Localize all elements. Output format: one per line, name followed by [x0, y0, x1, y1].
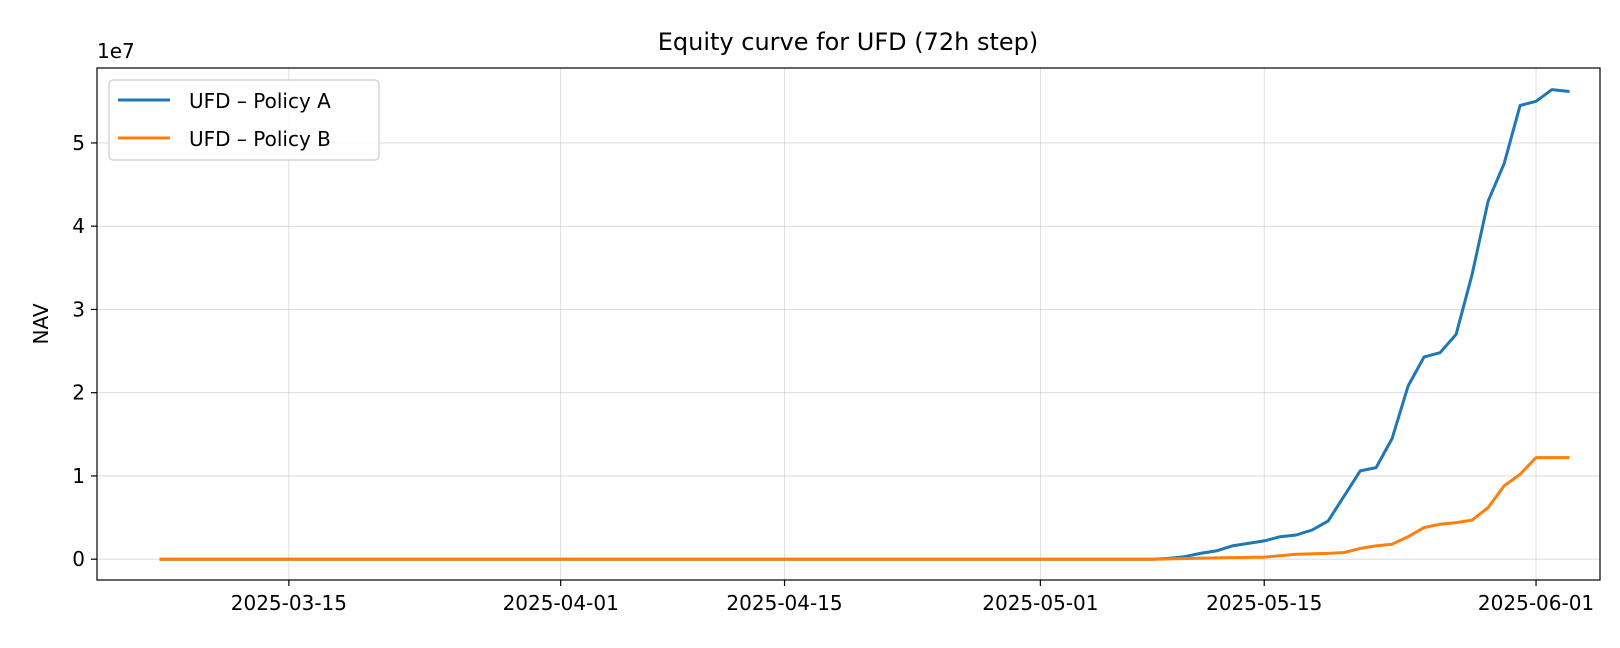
legend-box [108, 79, 380, 161]
x-tick-label: 2025-06-01 [1478, 591, 1594, 615]
plot-frame [96, 67, 1601, 581]
x-tick-label: 2025-03-15 [231, 591, 347, 615]
x-tick-label: 2025-05-01 [982, 591, 1098, 615]
series-line-policy-b [159, 456, 1570, 561]
x-tick-label: 2025-05-15 [1206, 591, 1322, 615]
legend-label-policy-b: UFD – Policy B [189, 127, 331, 151]
y-tick-label: 3 [72, 297, 85, 321]
y-axis-offset-text: 1e7 [97, 39, 135, 63]
chart-title: Equity curve for UFD (72h step) [658, 28, 1039, 56]
y-tick-label: 5 [72, 131, 85, 155]
legend-label-policy-a: UFD – Policy A [189, 89, 331, 113]
y-tick-label: 2 [72, 381, 85, 405]
y-axis-ticks: 0 1 2 3 4 5 [72, 131, 97, 571]
x-axis-ticks: 2025-03-15 2025-04-01 2025-04-15 2025-05-01… [231, 580, 1594, 615]
series-lines [159, 88, 1570, 561]
y-tick-label: 0 [72, 547, 85, 571]
grid-lines [97, 68, 1600, 580]
x-tick-label: 2025-04-01 [503, 591, 619, 615]
legend: UFD – Policy A UFD – Policy B [108, 79, 380, 161]
y-tick-label: 4 [72, 214, 85, 238]
x-tick-label: 2025-04-15 [726, 591, 842, 615]
series-line-policy-a [159, 88, 1570, 561]
y-tick-label: 1 [72, 464, 85, 488]
y-axis-label: NAV [29, 303, 53, 344]
